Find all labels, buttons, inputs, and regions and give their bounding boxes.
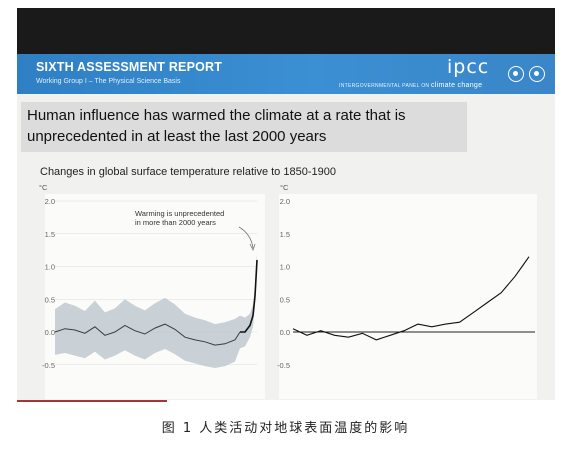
charts-canvas: °C 2.0 1.5 1.0 0.5 0.0 -0.5 Warming is unpreced… (39, 183, 537, 399)
report-subtitle: Working Group I – The Physical Science B… (36, 78, 181, 85)
left-y-tick-label: 0.5 (45, 295, 55, 304)
wmo-logo-icon (508, 66, 524, 82)
left-annotation-line-1: Warming is unprecedented (135, 209, 224, 218)
headline-line-2: unprecedented in at least the last 2000 … (27, 128, 327, 145)
right-observed-line (292, 256, 530, 341)
left-y-tick-label: 1.5 (45, 230, 55, 239)
left-annotation-line-2: in more than 2000 years (135, 218, 216, 227)
ipcc-logo: ipcc (447, 56, 490, 78)
top-dark-bar (17, 8, 555, 54)
left-y-tick-label: -0.5 (42, 361, 55, 370)
headline-box: Human influence has warmed the climate a… (21, 102, 467, 152)
chart-title: Changes in global surface temperature re… (40, 166, 336, 178)
report-title: SIXTH ASSESSMENT REPORT (36, 60, 223, 74)
right-y-tick-label: 2.0 (280, 197, 290, 206)
slide-bottom-rule (17, 400, 167, 402)
right-y-unit: °C (280, 183, 289, 192)
left-annotation-arrow (238, 226, 254, 249)
right-y-tick-label: 1.0 (280, 263, 290, 272)
unep-logo-icon (529, 66, 545, 82)
left-y-tick-label: 2.0 (45, 197, 55, 206)
figure-caption: 图 1 人类活动对地球表面温度的影响 (161, 421, 410, 436)
slide: SIXTH ASSESSMENT REPORT Working Group I … (17, 54, 555, 400)
left-reconstruction-line (54, 323, 241, 346)
left-y-tick-label: 0.0 (45, 328, 55, 337)
right-y-tick-label: 0.0 (280, 328, 290, 337)
left-y-unit: °C (39, 183, 48, 192)
left-observed-line (240, 259, 258, 333)
left-annotation-arrowhead (249, 243, 256, 252)
ipcc-full-prefix: INTERGOVERNMENTAL PANEL ON (339, 83, 430, 89)
report-header-band: SIXTH ASSESSMENT REPORT Working Group I … (17, 54, 555, 94)
right-y-tick-label: -0.5 (277, 361, 290, 370)
headline-line-1: Human influence has warmed the climate a… (27, 107, 406, 124)
right-y-tick-label: 0.5 (280, 295, 290, 304)
ipcc-full-name: INTERGOVERNMENTAL PANEL ON climate chang… (339, 82, 482, 89)
left-uncertainty-band (55, 253, 257, 368)
ipcc-full-suffix: climate change (431, 82, 483, 89)
right-y-tick-label: 1.5 (280, 230, 290, 239)
right-panel-bg (279, 194, 537, 399)
left-y-tick-label: 1.0 (45, 263, 55, 272)
